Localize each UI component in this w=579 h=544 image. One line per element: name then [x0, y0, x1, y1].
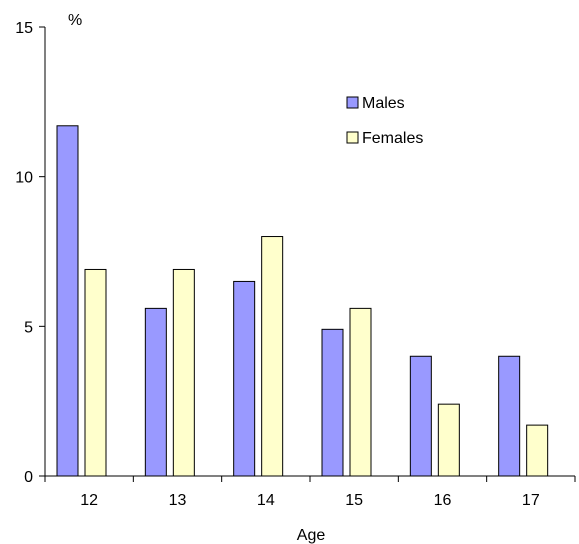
- bar-males-15: [321, 328, 344, 477]
- x-axis-label: Age: [297, 527, 326, 544]
- bar-males-17: [498, 355, 521, 477]
- bar-females-13: [172, 268, 195, 477]
- y-axis-unit-label: %: [68, 12, 82, 29]
- x-tick-label: 17: [522, 492, 540, 509]
- bars-layer: [56, 125, 549, 477]
- x-tick-label: 16: [434, 492, 452, 509]
- axes-layer: [44, 27, 575, 477]
- x-tick-label: 12: [80, 492, 98, 509]
- bar-males-16: [409, 355, 432, 477]
- x-ticks: 12 13 14 15 16 17: [44, 476, 576, 509]
- y-tick-label: 5: [24, 319, 33, 336]
- y-tick-label: 10: [15, 170, 33, 187]
- bar-females-16: [437, 403, 460, 477]
- x-tick-label: 15: [345, 492, 363, 509]
- y-tick-label: 0: [24, 469, 33, 486]
- x-tick-label: 13: [169, 492, 187, 509]
- bar-males-12: [56, 125, 79, 477]
- bar-males-13: [144, 307, 167, 477]
- legend-label-males: Males: [362, 95, 405, 112]
- bar-females-17: [526, 424, 549, 477]
- legend: Males Females: [346, 95, 423, 147]
- y-tick-label: 15: [15, 20, 33, 37]
- legend-swatch-females: [346, 131, 359, 144]
- x-tick-label: 14: [257, 492, 275, 509]
- bar-females-14: [261, 236, 284, 477]
- legend-label-females: Females: [362, 130, 423, 147]
- bar-females-15: [349, 307, 372, 477]
- bar-females-12: [84, 268, 107, 477]
- y-ticks: 0 5 10 15: [15, 20, 45, 486]
- legend-swatch-males: [346, 96, 359, 109]
- bar-males-14: [233, 280, 256, 477]
